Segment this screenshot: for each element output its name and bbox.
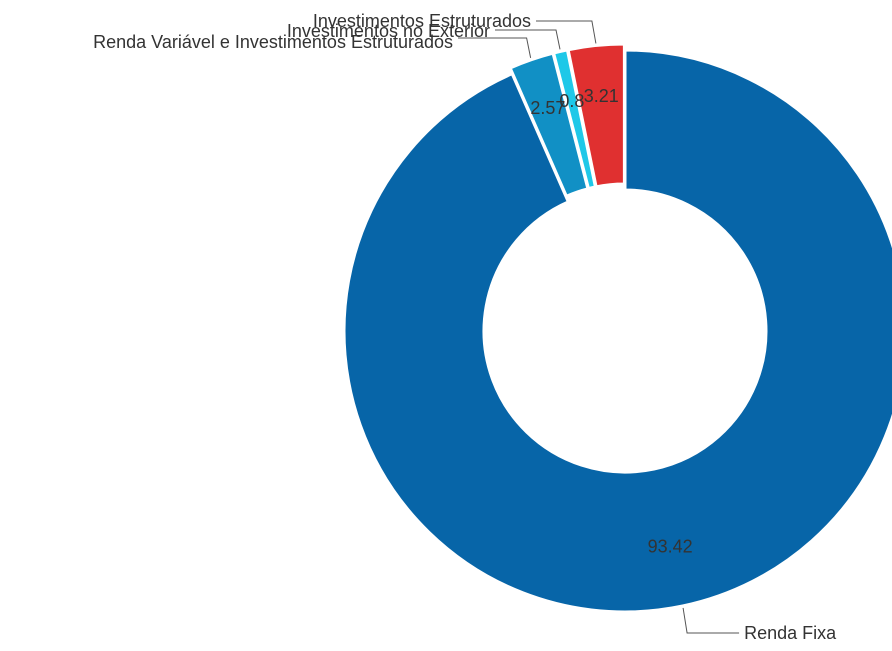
category-label-investimentos-no-exterior: Investimentos no Exterior — [287, 21, 490, 41]
category-label-renda-variavel-e-investimentos-estruturados: Renda Variável e Investimentos Estrutura… — [93, 32, 453, 52]
slice-group — [342, 42, 892, 614]
leader-line-group — [458, 20, 740, 634]
value-label-group: 93.42 2.570.8 3.21 — [530, 86, 692, 556]
slice-investimentos-estruturados[interactable] — [566, 42, 626, 189]
value-label-investimentos-estruturados: 3.21 — [584, 86, 619, 106]
value-label-investimentos-no-exterior: 0.8 — [559, 91, 584, 111]
category-label-renda-fixa: Renda Fixa — [744, 623, 837, 643]
value-label-renda-fixa: 93.42 — [648, 536, 693, 556]
leader-line-renda-fixa — [682, 607, 740, 634]
leader-line-investimentos-no-exterior — [495, 29, 561, 50]
slice-renda-fixa[interactable] — [342, 48, 892, 614]
category-label-group: Renda Fixa Renda Variável e Investimentos… — [93, 11, 837, 643]
leader-line-renda-variavel-e-investimentos-estruturados — [458, 37, 532, 58]
leader-line-investimentos-estruturados — [536, 20, 597, 44]
category-label-investimentos-estruturados: Investimentos Estruturados — [313, 11, 531, 31]
value-label-renda-variavel-e-investimentos-estruturados: 2.57 — [530, 98, 565, 118]
